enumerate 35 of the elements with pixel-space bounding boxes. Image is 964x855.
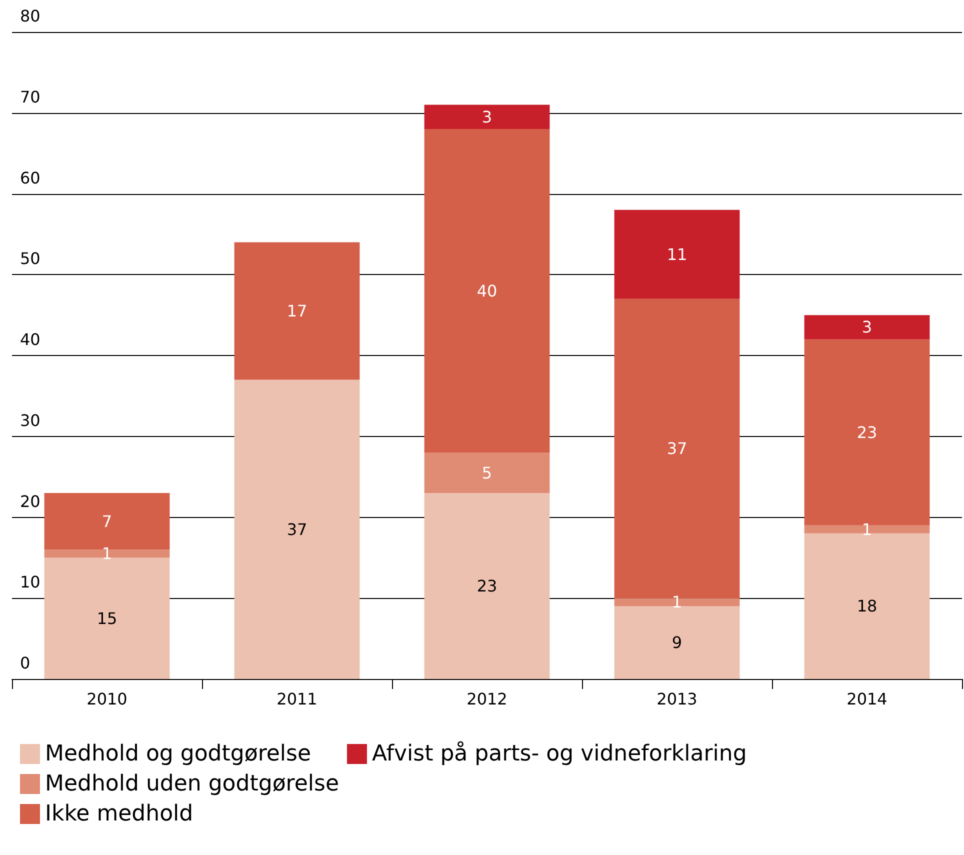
data-label: 3	[482, 107, 492, 126]
data-label: 23	[476, 576, 498, 596]
data-label: 1	[102, 544, 112, 564]
y-tick-label: 60	[20, 168, 40, 188]
legend-label: Ikke medhold	[45, 802, 194, 826]
data-label: 37	[666, 439, 688, 458]
y-tick-label: 50	[20, 249, 40, 268]
y-tick-label: 30	[20, 410, 40, 430]
x-tick-label: 2013	[656, 690, 698, 708]
legend-label: Medhold og godtgørelse	[45, 742, 312, 766]
data-label: 15	[96, 608, 118, 628]
data-label: 17	[286, 302, 308, 321]
y-tick-label: 70	[20, 87, 40, 106]
y-tick-label: 80	[20, 6, 40, 26]
data-label: 5	[482, 463, 492, 482]
data-label: 9	[672, 633, 682, 652]
data-label: 1	[672, 592, 682, 612]
x-tick-label: 2010	[86, 690, 128, 708]
x-tick-label: 2012	[466, 690, 508, 708]
legend-label: Medhold uden godtgørelse	[45, 772, 339, 796]
data-label: 3	[862, 318, 872, 337]
legend-label: Afvist på parts- og vidneforklaring	[372, 740, 747, 766]
data-label: 37	[286, 520, 308, 539]
data-label: 1	[862, 520, 872, 539]
y-tick-label: 10	[20, 572, 40, 592]
data-label: 23	[856, 422, 878, 442]
data-label: 18	[856, 596, 878, 616]
x-tick-label: 2014	[846, 690, 888, 708]
x-tick-label: 2011	[276, 690, 318, 708]
data-label: 11	[666, 244, 688, 264]
y-tick-label: 20	[20, 492, 40, 511]
data-label: 7	[102, 512, 112, 531]
y-tick-label: 40	[20, 330, 40, 349]
y-tick-label: 0	[20, 654, 30, 672]
data-label: 40	[476, 281, 498, 300]
